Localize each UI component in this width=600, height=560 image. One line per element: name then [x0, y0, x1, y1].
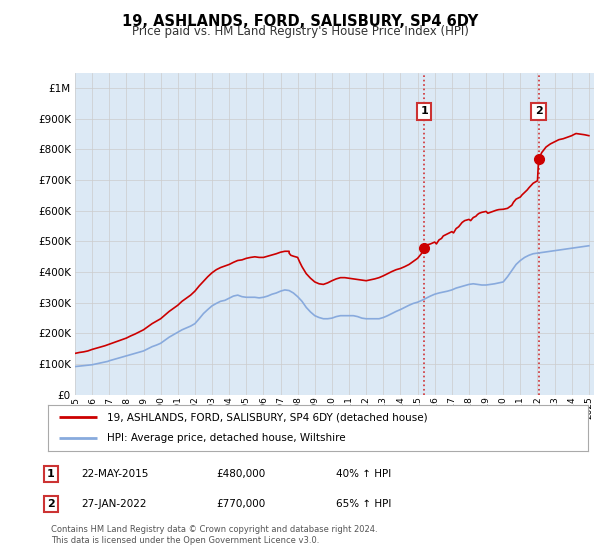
Text: 2: 2	[47, 499, 55, 509]
Text: £770,000: £770,000	[216, 499, 265, 509]
Text: 65% ↑ HPI: 65% ↑ HPI	[336, 499, 391, 509]
Text: 19, ASHLANDS, FORD, SALISBURY, SP4 6DY (detached house): 19, ASHLANDS, FORD, SALISBURY, SP4 6DY (…	[107, 412, 428, 422]
Text: £480,000: £480,000	[216, 469, 265, 479]
Text: 19, ASHLANDS, FORD, SALISBURY, SP4 6DY: 19, ASHLANDS, FORD, SALISBURY, SP4 6DY	[122, 14, 478, 29]
Text: 27-JAN-2022: 27-JAN-2022	[81, 499, 146, 509]
Text: 2: 2	[535, 106, 542, 116]
Text: 22-MAY-2015: 22-MAY-2015	[81, 469, 148, 479]
Text: Contains HM Land Registry data © Crown copyright and database right 2024.
This d: Contains HM Land Registry data © Crown c…	[51, 525, 377, 545]
Text: 1: 1	[420, 106, 428, 116]
Text: HPI: Average price, detached house, Wiltshire: HPI: Average price, detached house, Wilt…	[107, 433, 346, 444]
Text: Price paid vs. HM Land Registry's House Price Index (HPI): Price paid vs. HM Land Registry's House …	[131, 25, 469, 38]
Text: 40% ↑ HPI: 40% ↑ HPI	[336, 469, 391, 479]
Text: 1: 1	[47, 469, 55, 479]
